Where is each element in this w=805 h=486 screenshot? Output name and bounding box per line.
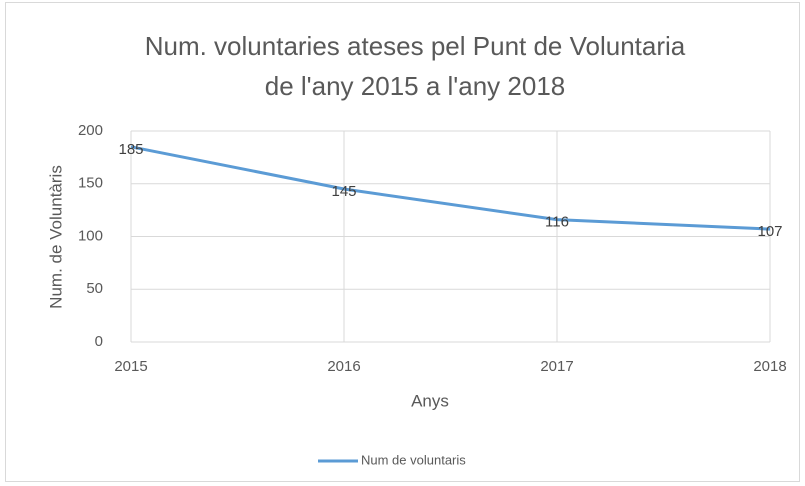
x-tick-label: 2015: [114, 358, 147, 375]
x-tick-label: 2017: [540, 358, 573, 375]
legend-label: Num de voluntaris: [361, 452, 466, 467]
data-line: [130, 145, 771, 231]
data-label: 185: [118, 141, 143, 158]
chart-title: Num. voluntaries ateses pel Punt de Volu…: [145, 31, 686, 61]
y-axis-label: Num. de Voluntàris: [46, 165, 65, 309]
x-tick-label: 2016: [327, 358, 360, 375]
chart-frame: [5, 2, 800, 482]
y-tick-label: 150: [78, 175, 103, 192]
data-label: 145: [331, 183, 356, 200]
x-axis-label: Anys: [411, 391, 449, 410]
data-label: 116: [545, 214, 569, 231]
y-tick-label: 100: [78, 227, 103, 244]
y-tick-label: 50: [86, 280, 103, 297]
data-label: 107: [757, 223, 782, 240]
x-tick-label: 2018: [753, 358, 786, 375]
y-tick-label: 200: [78, 122, 103, 139]
chart-title: de l'any 2015 a l'any 2018: [265, 71, 566, 101]
y-tick-label: 0: [95, 333, 103, 350]
